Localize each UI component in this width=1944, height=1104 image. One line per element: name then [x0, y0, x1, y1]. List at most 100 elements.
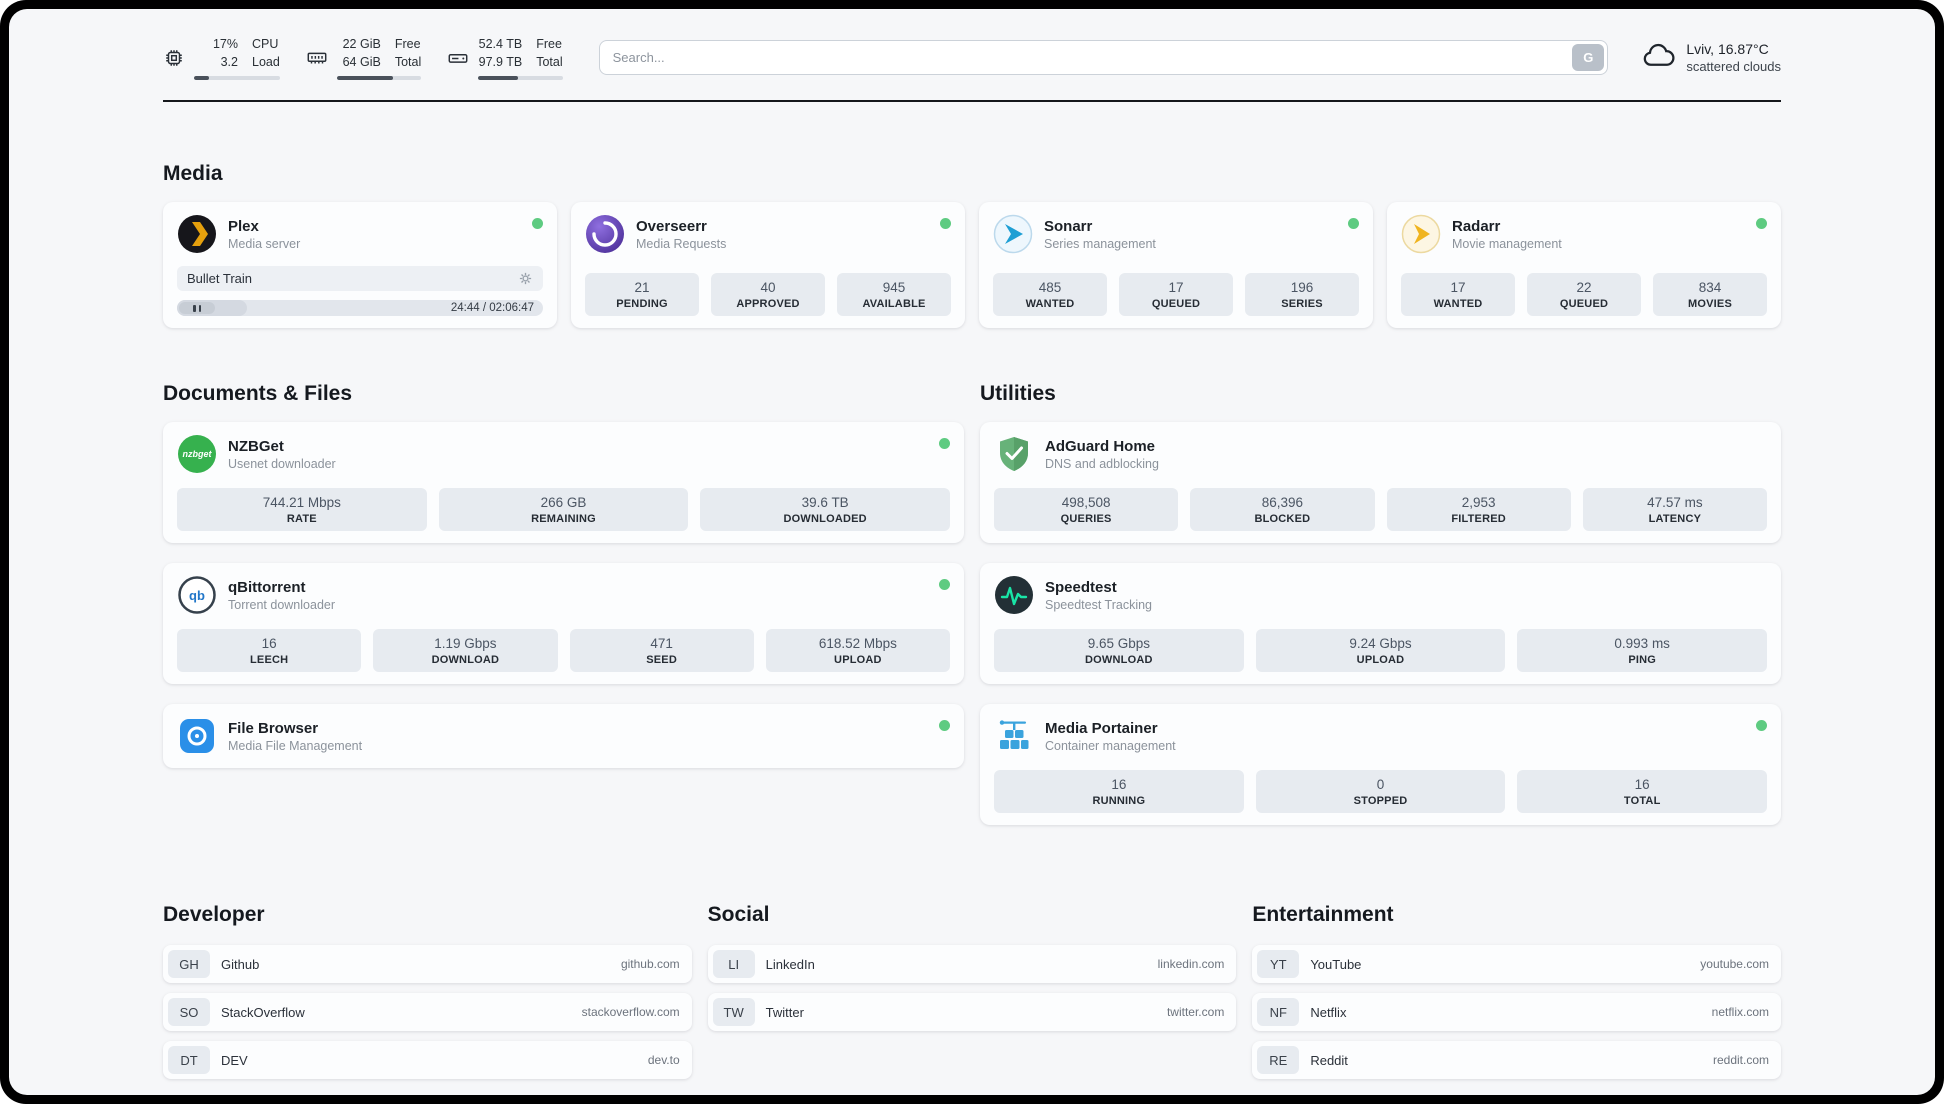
app-name: Plex — [228, 217, 259, 235]
cpu-icon — [163, 47, 185, 69]
status-online-dot — [940, 218, 951, 230]
disk-progress-bar — [478, 76, 563, 81]
stat-label: SEED — [646, 654, 677, 667]
overseerr-icon — [585, 214, 625, 254]
bookmark-netflix[interactable]: NF Netflix netflix.com — [1252, 993, 1781, 1032]
weather-location: Lviv, 16.87°C — [1686, 41, 1769, 58]
bookmark-url: linkedin.com — [1157, 957, 1225, 972]
stat-value: 2,953 — [1461, 495, 1496, 511]
stat-wanted: 17 WANTED — [1401, 273, 1515, 317]
app-card-speedtest[interactable]: Speedtest Speedtest Tracking 9.65 Gbps D… — [980, 563, 1781, 685]
stat-label: APPROVED — [736, 298, 800, 311]
ram-label-bottom: Total — [394, 55, 422, 70]
status-online-dot — [532, 218, 543, 230]
search-input[interactable] — [598, 40, 1609, 76]
gear-icon[interactable] — [518, 271, 533, 286]
app-card-portainer[interactable]: Media Portainer Container management 16 … — [980, 704, 1781, 826]
bookmark-url: stackoverflow.com — [581, 1005, 680, 1020]
stat-value: 22 — [1576, 280, 1592, 296]
app-name: Radarr — [1452, 217, 1501, 235]
app-name: File Browser — [228, 719, 319, 737]
svg-text:qb: qb — [189, 588, 205, 603]
bookmark-twitter[interactable]: TW Twitter twitter.com — [707, 993, 1237, 1032]
search-engine-button[interactable]: G — [1572, 44, 1605, 72]
app-header: Media Portainer Container management — [994, 716, 1767, 756]
stats-row: 16 LEECH 1.19 Gbps DOWNLOAD 471 SEED 618… — [177, 615, 950, 673]
ram-icon — [306, 47, 328, 69]
disk-icon — [447, 47, 469, 69]
cpu-label-bottom: Load — [252, 55, 280, 70]
stat-value: 498,508 — [1061, 495, 1111, 511]
header-divider — [163, 100, 1781, 103]
bookmark-url: dev.to — [647, 1053, 680, 1068]
app-card-sonarr[interactable]: Sonarr Series management 485 WANTED 17 Q… — [979, 202, 1373, 329]
stat-value: 17 — [1450, 280, 1466, 296]
player-progress-bar[interactable]: 24:44 / 02:06:47 — [177, 300, 543, 317]
playback-time: 24:44 / 02:06:47 — [450, 302, 534, 315]
app-card-qbittorrent[interactable]: qb qBittorrent Torrent downloader 16 LEE… — [163, 563, 964, 685]
pause-button[interactable] — [179, 302, 215, 315]
stat-label: BLOCKED — [1254, 513, 1311, 526]
status-online-dot — [939, 720, 950, 732]
stat-label: REMAINING — [531, 513, 596, 526]
app-card-nzbget[interactable]: nzbget NZBGet Usenet downloader 744.21 M… — [163, 422, 964, 544]
stats-row: 17 WANTED 22 QUEUED 834 MOVIES — [1401, 259, 1767, 317]
cpu-label-top: CPU — [252, 37, 279, 51]
now-playing-bar: Bullet Train — [177, 266, 543, 292]
bookmark-name: StackOverflow — [221, 1004, 305, 1020]
bookmark-youtube[interactable]: YT YouTube youtube.com — [1252, 945, 1781, 984]
stat-label: FILTERED — [1451, 513, 1506, 526]
stat-value: 618.52 Mbps — [818, 636, 897, 652]
stat-value: 196 — [1290, 280, 1314, 296]
app-desc: Series management — [1044, 236, 1156, 251]
stat-value: 834 — [1698, 280, 1722, 296]
search-bar: G — [598, 40, 1609, 76]
app-card-plex[interactable]: Plex Media server Bullet Train — [163, 202, 557, 329]
bookmark-columns: Developer GH Github github.com SO StackO… — [163, 903, 1781, 1089]
bookmark-dev[interactable]: DT DEV dev.to — [163, 1041, 692, 1080]
app-card-overseerr[interactable]: Overseerr Media Requests 21 PENDING 40 A… — [571, 202, 965, 329]
bookmark-abbr: NF — [1257, 998, 1300, 1027]
bookmark-reddit[interactable]: RE Reddit reddit.com — [1252, 1041, 1781, 1080]
radarr-icon — [1401, 214, 1441, 254]
section-social: Social LI LinkedIn linkedin.com TW Twitt… — [707, 903, 1237, 1089]
bookmark-name: DEV — [221, 1052, 248, 1068]
stat-label: DOWNLOAD — [1085, 654, 1153, 667]
pause-icon — [193, 304, 196, 312]
app-card-radarr[interactable]: Radarr Movie management 17 WANTED 22 QUE… — [1387, 202, 1781, 329]
stat-download: 9.65 Gbps DOWNLOAD — [994, 629, 1244, 673]
app-card-adguard[interactable]: AdGuard Home DNS and adblocking 498,508 … — [980, 422, 1781, 544]
stat-ping: 0.993 ms PING — [1517, 629, 1768, 673]
sonarr-icon — [993, 214, 1033, 254]
stat-latency: 47.57 ms LATENCY — [1582, 488, 1767, 532]
bookmark-name: YouTube — [1310, 956, 1362, 972]
app-card-filebrowser[interactable]: File Browser Media File Management — [163, 704, 964, 769]
stat-value: 0.993 ms — [1614, 636, 1670, 652]
stat-label: UPLOAD — [834, 654, 882, 667]
cloud-icon — [1640, 37, 1676, 78]
stat-label: DOWNLOADED — [783, 513, 867, 526]
bookmark-linkedin[interactable]: LI LinkedIn linkedin.com — [707, 945, 1237, 984]
stat-value: 17 — [1168, 280, 1184, 296]
stat-label: WANTED — [1433, 298, 1483, 311]
app-header: Speedtest Speedtest Tracking — [994, 575, 1767, 615]
documents-section-title: Documents & Files — [163, 382, 353, 406]
bookmark-abbr: LI — [712, 950, 755, 979]
cpu-progress-fill — [194, 76, 209, 81]
status-online-dot — [1756, 218, 1767, 230]
stat-label: QUERIES — [1060, 513, 1112, 526]
stat-filtered: 2,953 FILTERED — [1386, 488, 1571, 532]
app-header: File Browser Media File Management — [177, 716, 950, 756]
ram-progress-bar — [336, 76, 422, 81]
app-name: AdGuard Home — [1045, 437, 1156, 455]
bookmark-url: youtube.com — [1700, 957, 1769, 972]
app-header: Sonarr Series management — [993, 214, 1359, 254]
app-desc: Media Requests — [636, 236, 727, 251]
stat-stopped: 0 STOPPED — [1255, 770, 1506, 814]
stat-value: 39.6 TB — [801, 495, 849, 511]
status-online-dot — [939, 579, 950, 591]
bookmark-github[interactable]: GH Github github.com — [163, 945, 692, 984]
ram-total-value: 64 GiB — [342, 55, 381, 70]
disk-widget: 52.4 TB 97.9 TB Free Total — [447, 35, 563, 81]
bookmark-stackoverflow[interactable]: SO StackOverflow stackoverflow.com — [163, 993, 692, 1032]
